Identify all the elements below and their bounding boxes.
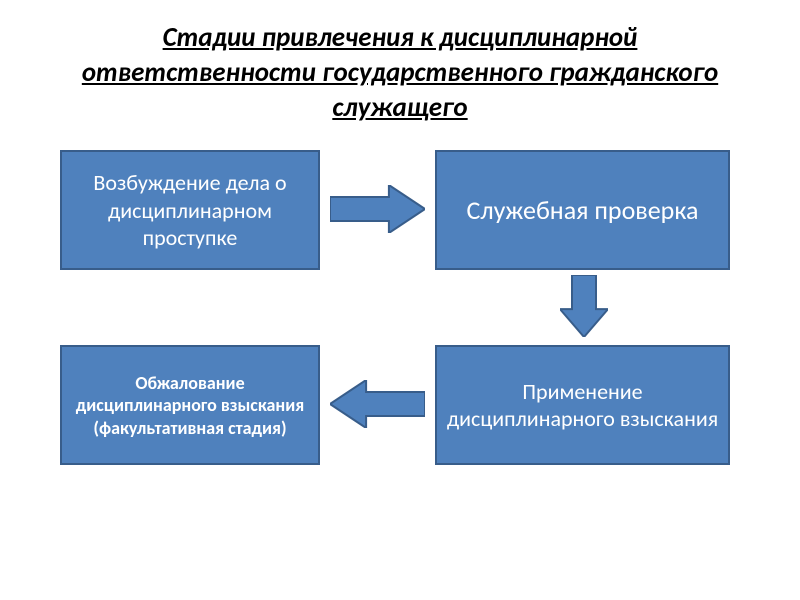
- node-label: Применение дисциплинарного взыскания: [445, 378, 720, 433]
- node-label: Возбуждение дела о дисциплинарном просту…: [70, 169, 310, 252]
- node-appeal: Обжалование дисциплинарного взыскания (ф…: [60, 345, 320, 465]
- node-investigation: Служебная проверка: [435, 150, 730, 270]
- arrow-left-icon: [330, 380, 425, 428]
- node-penalty: Применение дисциплинарного взыскания: [435, 345, 730, 465]
- flowchart: Возбуждение дела о дисциплинарном просту…: [0, 135, 800, 575]
- node-label: Обжалование дисциплинарного взыскания (ф…: [70, 372, 310, 440]
- node-label: Служебная проверка: [467, 194, 699, 227]
- page-title: Стадии привлечения к дисциплинарной отве…: [0, 0, 800, 135]
- node-initiation: Возбуждение дела о дисциплинарном просту…: [60, 150, 320, 270]
- arrow-down-icon: [560, 275, 608, 337]
- arrow-right-icon: [330, 185, 425, 233]
